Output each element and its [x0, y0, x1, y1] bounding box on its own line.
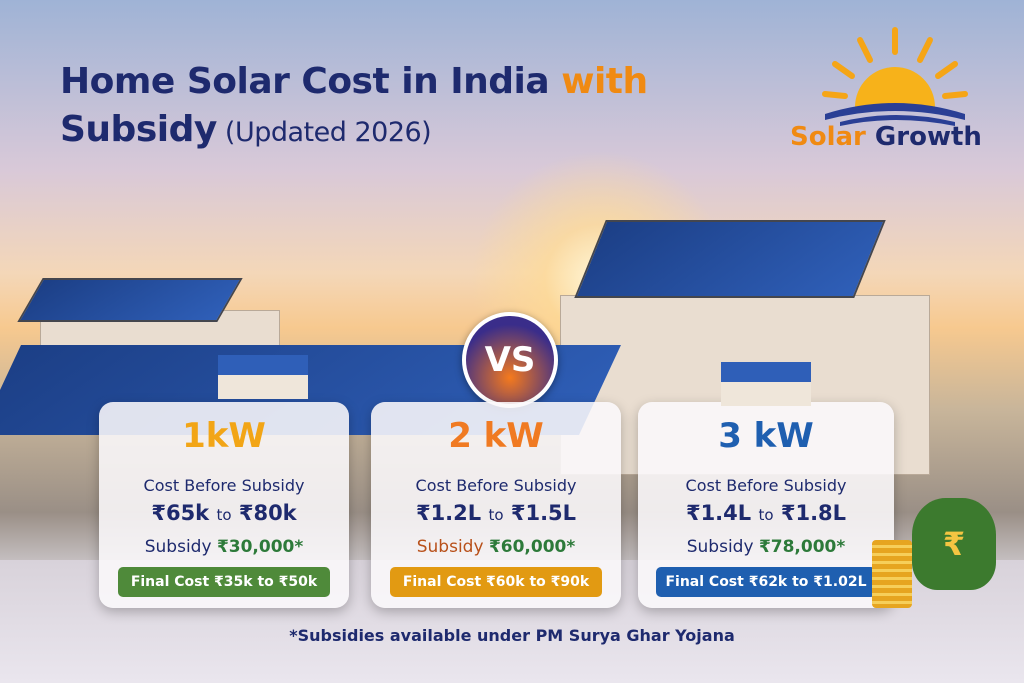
cost-label: Cost Before Subsidy [685, 476, 847, 495]
house-icon [218, 355, 308, 399]
card-kw: 2 kW [448, 416, 544, 456]
final-cost-badge: Final Cost ₹35k to ₹50k [118, 567, 330, 597]
title-line2: Subsidy [60, 109, 217, 150]
subsidy-label: Subsidy [686, 537, 754, 557]
cost-to: ₹1.5L [510, 501, 577, 525]
title-accent: with [561, 61, 648, 102]
subsidy-value: ₹30,000* [216, 537, 304, 557]
title-suffix: (Updated 2026) [216, 117, 432, 148]
solar-roof-right [574, 220, 886, 298]
footnote: *Subsidies available under PM Surya Ghar… [289, 626, 735, 645]
cost-from: ₹1.2L [415, 501, 482, 525]
subsidy: Subsidy ₹60,000* [371, 537, 621, 557]
cost-to: ₹80k [238, 501, 297, 525]
logo-word-growth: Growth [874, 122, 982, 152]
to-word: to [488, 506, 504, 524]
cost-from: ₹1.4L [685, 501, 752, 525]
subsidy-value: ₹60,000* [488, 537, 576, 557]
card-2kw: 2 kW Cost Before Subsidy ₹1.2L to ₹1.5L … [371, 402, 621, 608]
cost-to: ₹1.8L [780, 501, 847, 525]
final-cost-badge: Final Cost ₹60k to ₹90k [390, 567, 602, 597]
house-icon [721, 362, 811, 406]
subsidy: Subsidy ₹78,000* [638, 537, 894, 557]
final-cost-badge: Final Cost ₹62k to ₹1.02L [656, 567, 876, 597]
cost-range: ₹65k to ₹80k [99, 501, 349, 525]
cost-label: Cost Before Subsidy [143, 476, 305, 495]
sun-logo-icon [822, 27, 968, 126]
cost-label: Cost Before Subsidy [415, 476, 577, 495]
coin-stack-icon [872, 540, 912, 608]
subsidy-value: ₹78,000* [758, 537, 846, 557]
cost-from: ₹65k [151, 501, 210, 525]
to-word: to [216, 506, 232, 524]
logo-word-solar: Solar [790, 122, 875, 152]
card-kw: 1kW [182, 416, 266, 456]
solar-roof-left [17, 278, 243, 322]
subsidy: Subsidy ₹30,000* [99, 537, 349, 557]
subsidy-label: Subsidy [416, 537, 484, 557]
cost-range: ₹1.2L to ₹1.5L [371, 501, 621, 525]
title-line1: Home Solar Cost in India [60, 61, 562, 102]
money-bag-icon: ₹ [912, 498, 996, 590]
card-1kw: 1kW Cost Before Subsidy ₹65k to ₹80k Sub… [99, 402, 349, 608]
page-title: Home Solar Cost in India with Subsidy (U… [60, 58, 648, 157]
card-kw: 3 kW [718, 416, 814, 456]
to-word: to [758, 506, 774, 524]
subsidy-label: Subsidy [144, 537, 212, 557]
logo-text: Solar Growth [790, 122, 982, 152]
vs-badge: VS [462, 312, 558, 408]
card-3kw: 3 kW Cost Before Subsidy ₹1.4L to ₹1.8L … [638, 362, 894, 608]
cost-range: ₹1.4L to ₹1.8L [638, 501, 894, 525]
